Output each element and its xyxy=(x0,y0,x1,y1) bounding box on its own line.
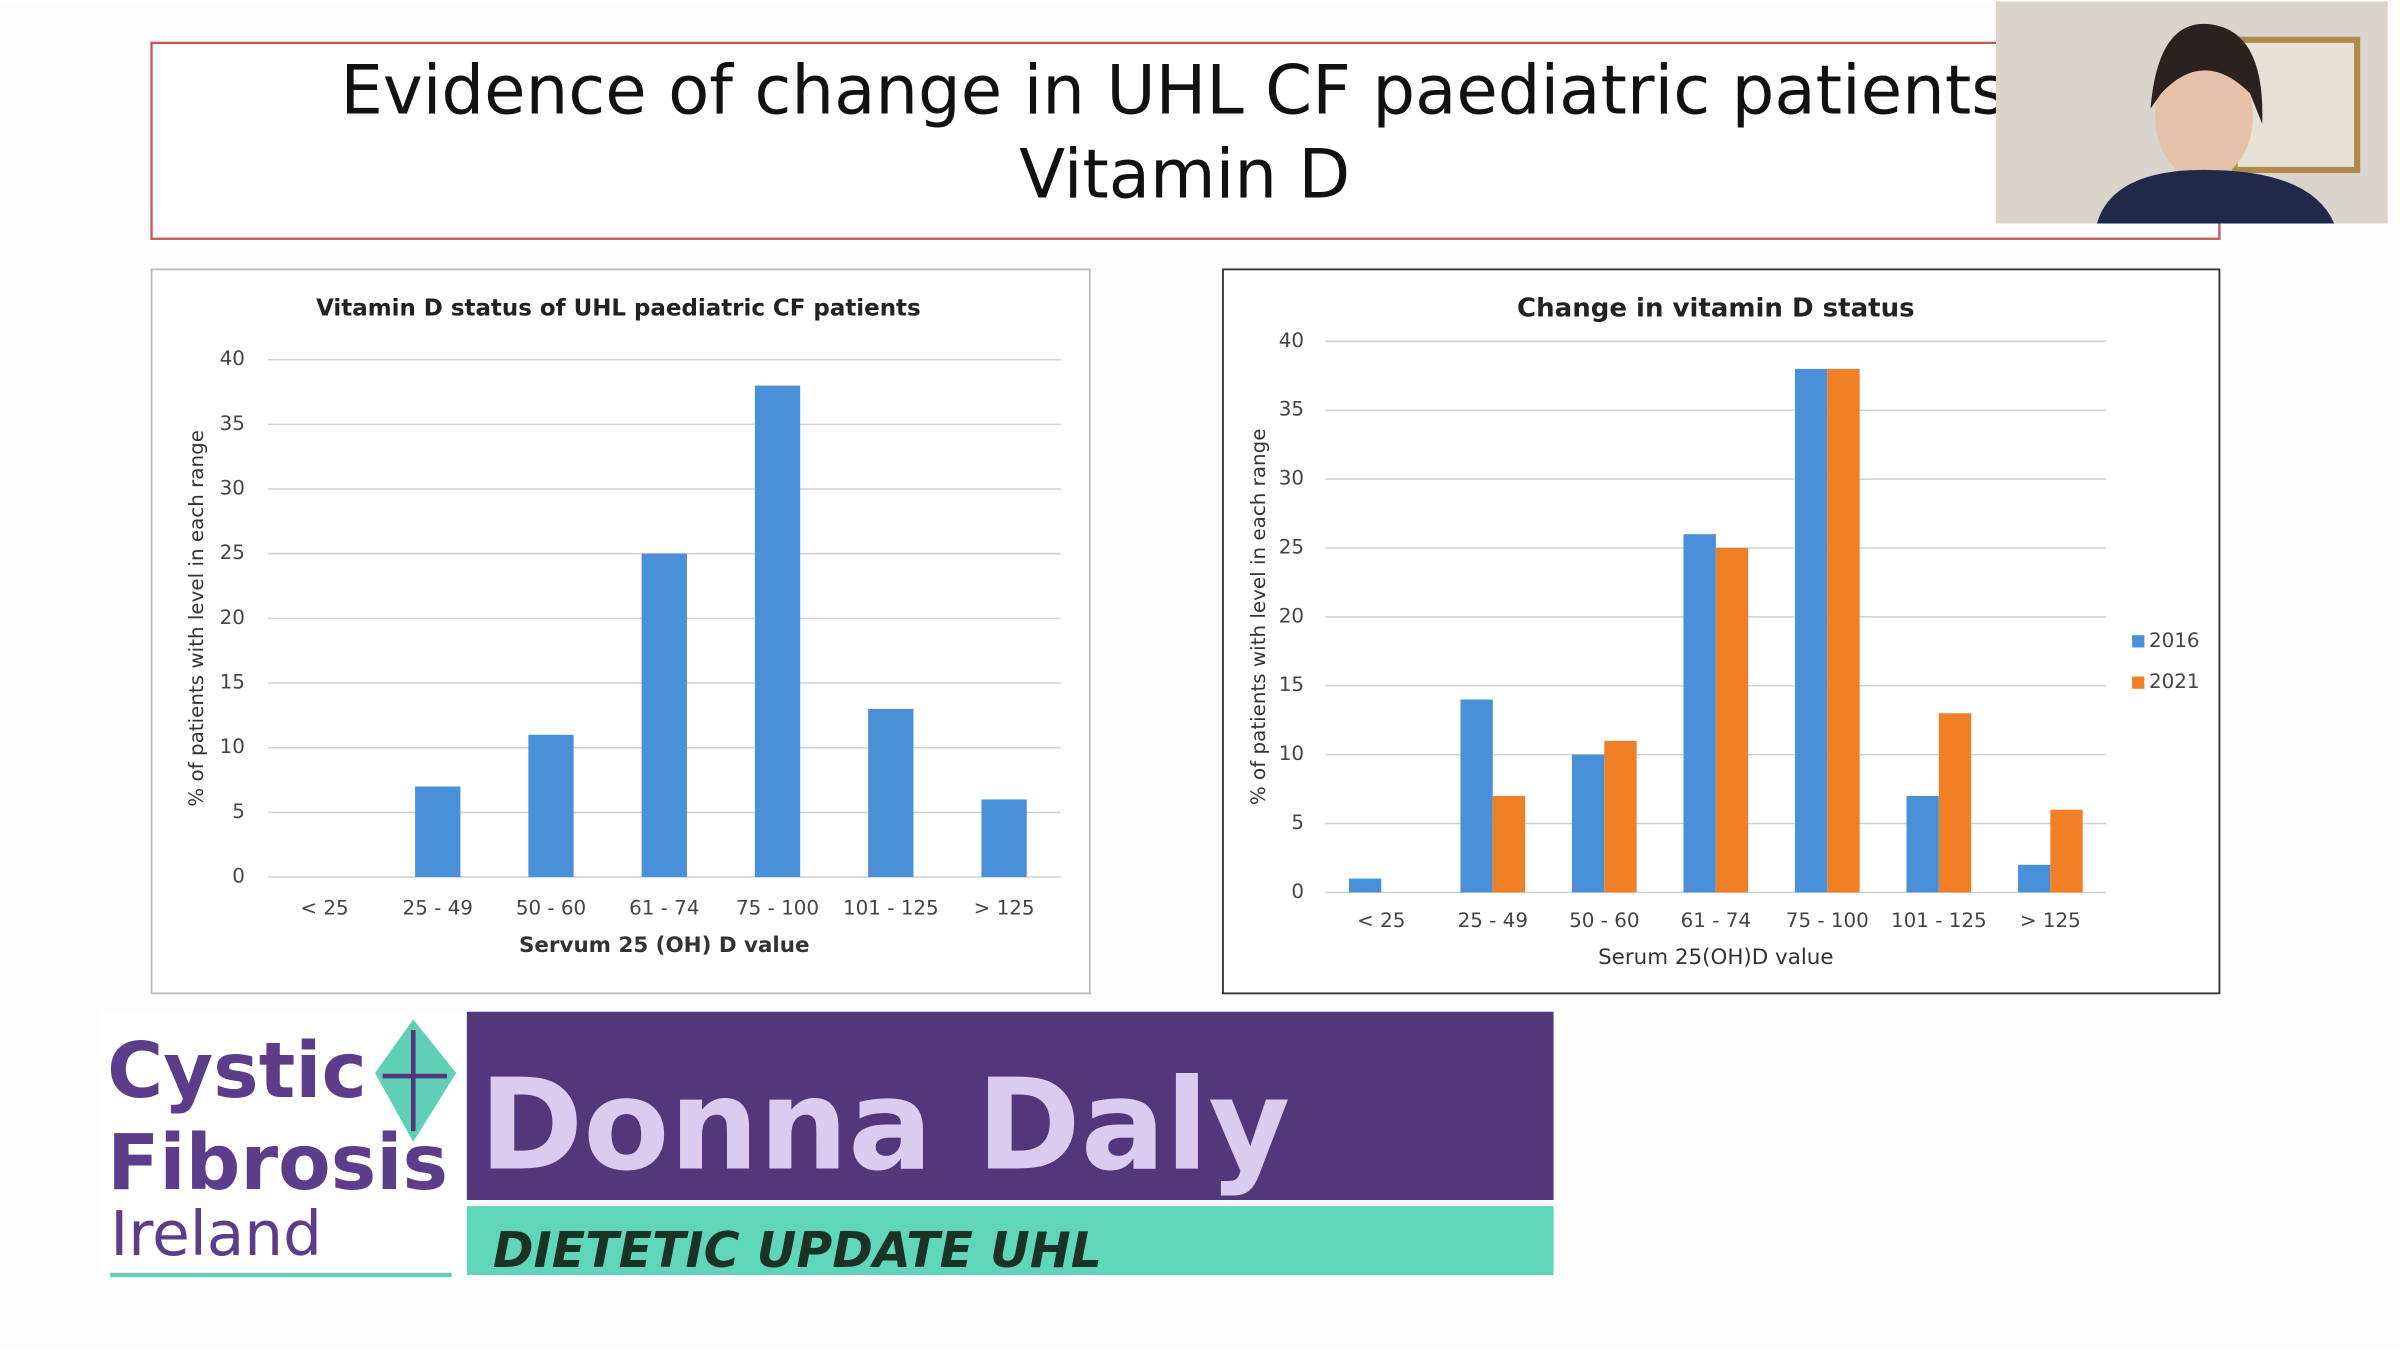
y-tick-label: 20 xyxy=(220,606,245,629)
bar xyxy=(1794,368,1828,893)
bar xyxy=(1604,740,1637,893)
bar xyxy=(1571,754,1605,893)
subtitle-banner xyxy=(466,1206,1554,1275)
legend-label: 2021 xyxy=(2149,670,2200,693)
x-tick-label: 101 - 125 xyxy=(1891,909,1987,932)
bar xyxy=(1938,713,1972,893)
y-tick-label: 30 xyxy=(220,477,245,500)
y-tick-label: 10 xyxy=(1279,742,1304,765)
legend-swatch xyxy=(2132,635,2145,648)
title-box xyxy=(150,41,2221,240)
bar xyxy=(2050,809,2083,893)
legend-swatch xyxy=(2132,676,2145,689)
y-tick-label: 40 xyxy=(1279,329,1304,352)
x-tick-label: 75 - 100 xyxy=(1786,909,1869,932)
y-tick-label: 35 xyxy=(220,412,245,435)
y-tick-label: 15 xyxy=(220,671,245,694)
y-axis-label: % of patients with level in each range xyxy=(185,430,208,807)
x-tick-label: 75 - 100 xyxy=(736,897,819,920)
bar xyxy=(754,385,801,878)
chart-title: Change in vitamin D status xyxy=(1517,294,1915,324)
logo-text: Cystic xyxy=(107,1027,367,1116)
x-tick-label: 61 - 74 xyxy=(629,897,699,920)
y-tick-label: 30 xyxy=(1279,467,1304,490)
bar xyxy=(1683,534,1716,893)
x-tick-label: 101 - 125 xyxy=(843,897,939,920)
x-tick-label: 50 - 60 xyxy=(516,897,586,920)
slide-title: Evidence of change in UHL CF paediatric … xyxy=(340,50,2029,129)
y-tick-label: 40 xyxy=(220,347,245,370)
x-tick-label: < 25 xyxy=(300,897,348,920)
y-tick-label: 0 xyxy=(1291,880,1304,903)
x-tick-label: 25 - 49 xyxy=(1458,909,1528,932)
speaker-name: Donna Daly xyxy=(479,1051,1290,1198)
x-tick-label: > 125 xyxy=(974,897,1035,920)
chart-frame xyxy=(150,268,1091,995)
logo-text: Fibrosis xyxy=(107,1119,448,1208)
x-tick-label: 50 - 60 xyxy=(1569,909,1639,932)
logo: Cystic Fibrosis Ireland xyxy=(101,1011,467,1280)
chart-title: Vitamin D status of UHL paediatric CF pa… xyxy=(316,296,921,322)
slide-title: Vitamin D xyxy=(1019,135,1350,214)
bar xyxy=(1492,795,1526,893)
bar xyxy=(2018,864,2051,893)
x-tick-label: 61 - 74 xyxy=(1681,909,1751,932)
webcam xyxy=(1995,1,2388,224)
y-tick-label: 5 xyxy=(232,800,245,823)
bar xyxy=(868,708,914,878)
bar xyxy=(641,553,687,878)
y-tick-label: 0 xyxy=(232,865,245,888)
bar xyxy=(1715,547,1749,893)
y-axis-label: % of patients with level in each range xyxy=(1247,429,1270,806)
bar xyxy=(1827,368,1860,893)
x-tick-label: > 125 xyxy=(2020,909,2081,932)
bar xyxy=(1906,795,1939,893)
legend-label: 2016 xyxy=(2149,629,2200,652)
y-tick-label: 5 xyxy=(1291,811,1304,834)
y-tick-label: 25 xyxy=(1279,535,1304,558)
y-tick-label: 10 xyxy=(220,735,245,758)
bar xyxy=(528,734,574,878)
y-tick-label: 35 xyxy=(1279,398,1304,421)
bar xyxy=(981,799,1027,878)
bar xyxy=(415,786,461,878)
logo-text: Ireland xyxy=(110,1199,322,1270)
x-tick-label: 25 - 49 xyxy=(403,897,473,920)
x-axis-label: Serum 25(OH)D value xyxy=(1598,945,1833,970)
x-axis-label: Servum 25 (OH) D value xyxy=(519,933,810,958)
y-tick-label: 25 xyxy=(220,541,245,564)
y-tick-label: 20 xyxy=(1279,604,1304,627)
bar xyxy=(1460,699,1493,893)
speaker-subtitle: DIETETIC UPDATE UHL xyxy=(493,1222,1102,1279)
bar xyxy=(1348,878,1382,893)
x-tick-label: < 25 xyxy=(1357,909,1405,932)
name-banner xyxy=(466,1011,1554,1200)
y-tick-label: 15 xyxy=(1279,673,1304,696)
